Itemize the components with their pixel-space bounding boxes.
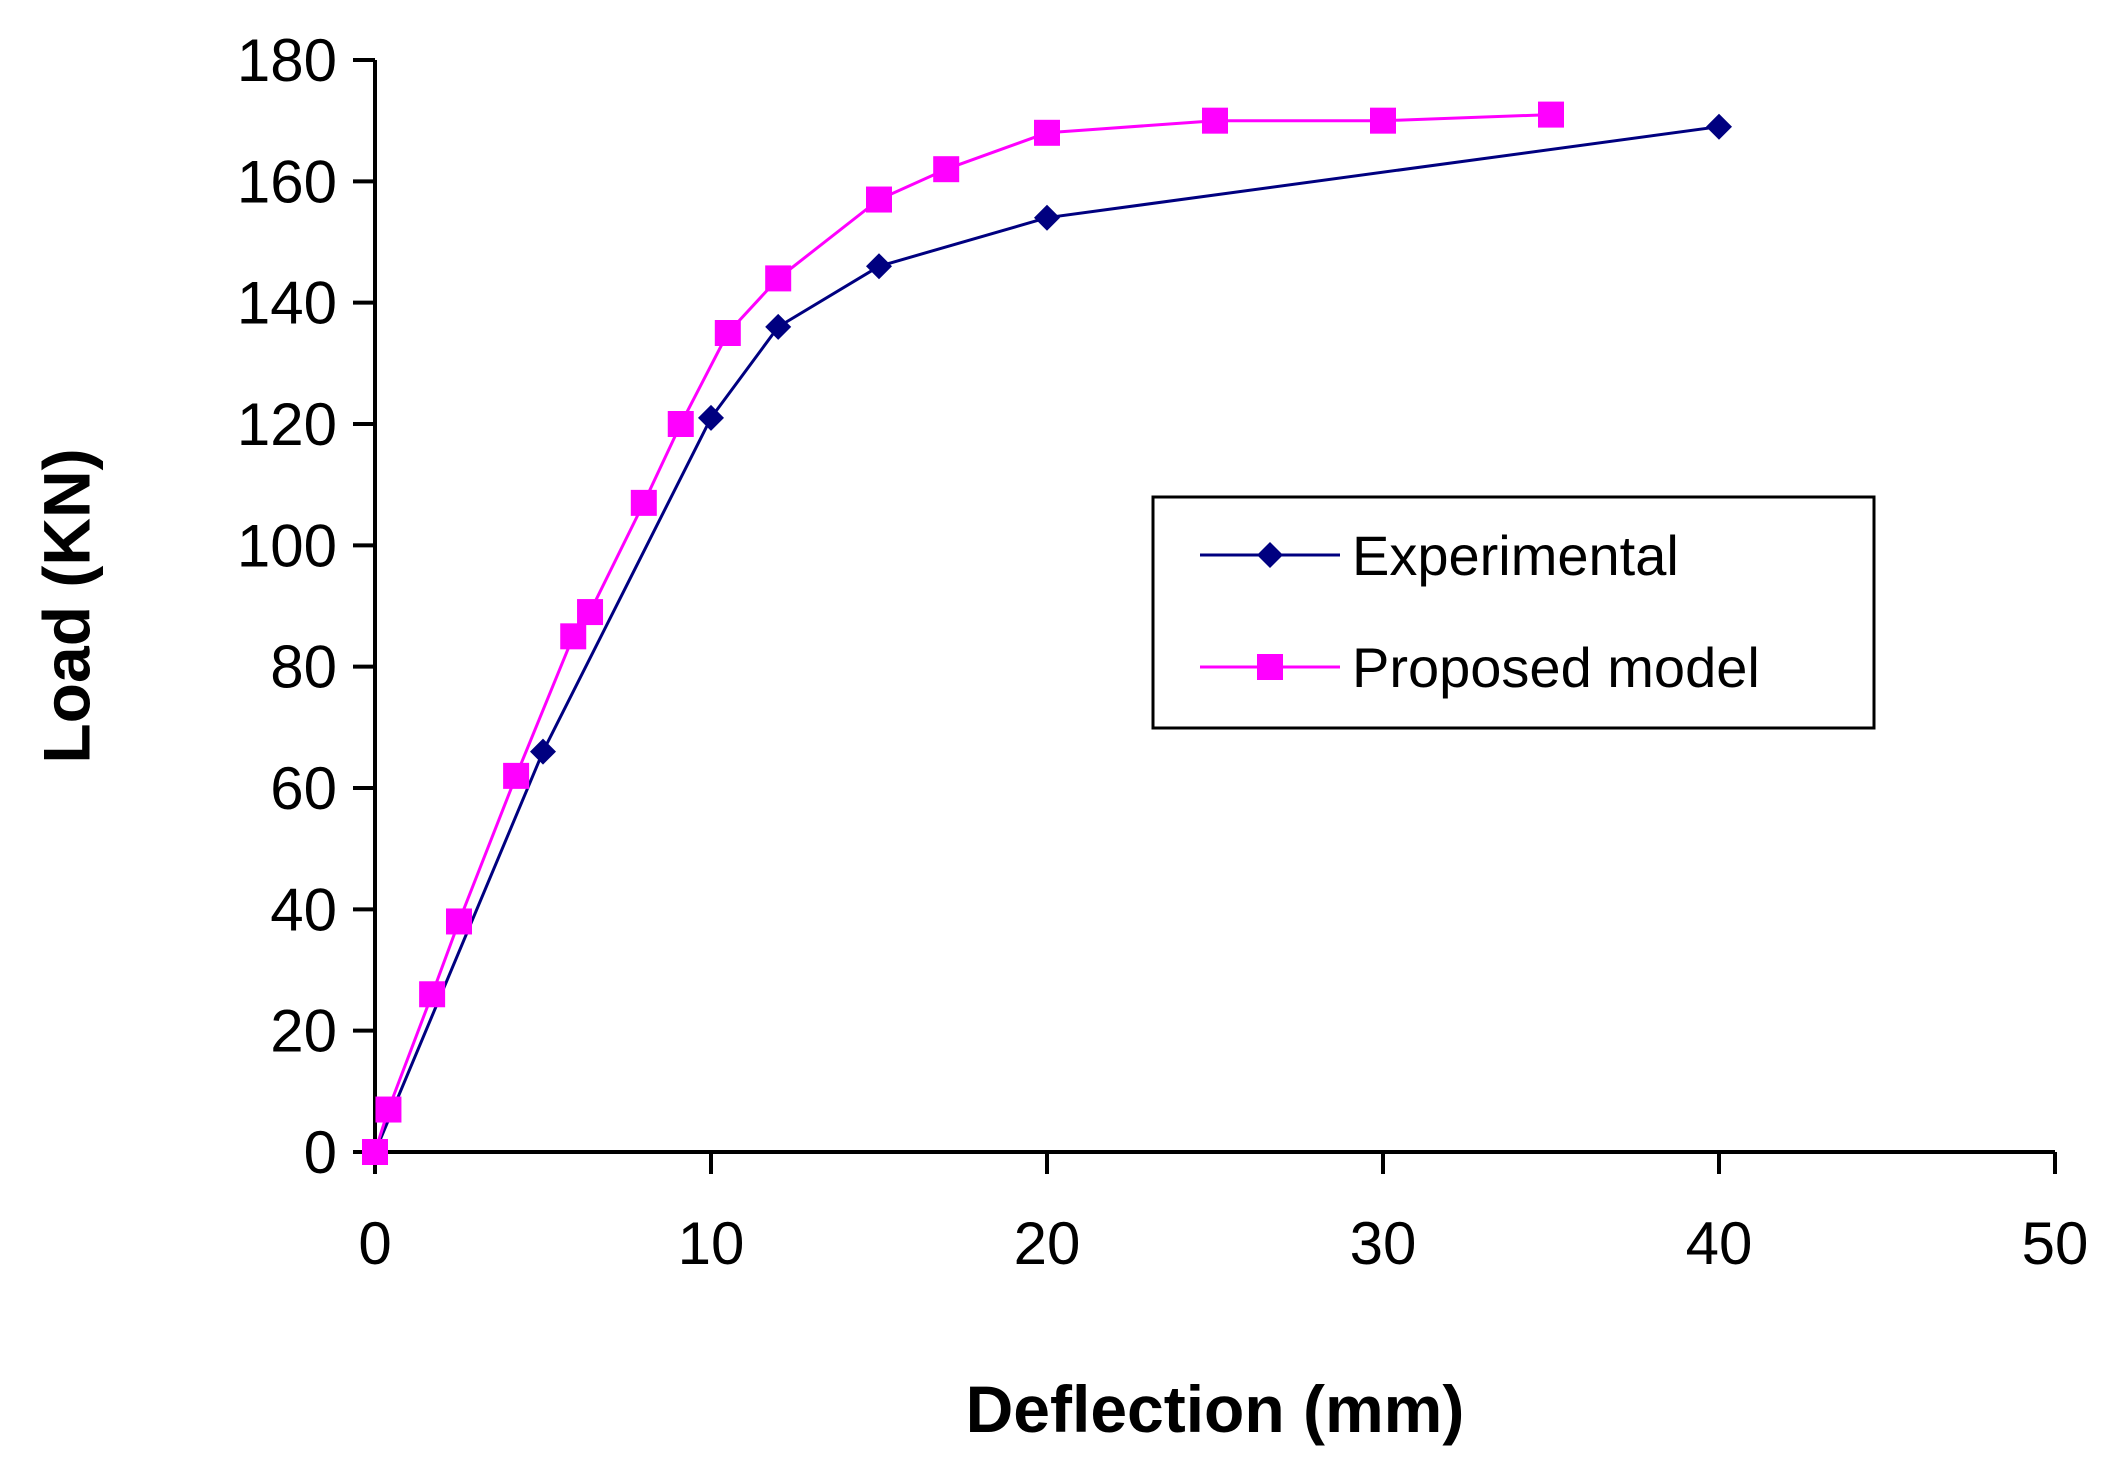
data-point-proposed-model [362,1139,388,1165]
legend-marker-proposed-model [1257,654,1283,680]
series [362,101,1732,1165]
x-axis-title: Deflection (mm) [966,1372,1465,1446]
x-ticks: 0 10 20 30 40 50 [358,1152,2088,1277]
data-point-proposed-model [1370,107,1396,134]
data-point-experimental [1706,113,1732,140]
legend-marker-experimental [1257,542,1283,568]
y-tick-label: 80 [270,634,337,701]
data-point-experimental [1034,204,1060,231]
y-tick-label: 20 [270,998,337,1065]
x-tick-label: 40 [1686,1210,1753,1277]
data-point-experimental [698,404,724,431]
data-point-proposed-model [419,981,446,1008]
y-tick-label: 40 [270,876,337,943]
data-point-proposed-model [375,1096,402,1123]
data-point-experimental [765,313,792,340]
x-tick-label: 30 [1350,1210,1417,1277]
x-tick-label: 0 [358,1210,391,1277]
data-point-proposed-model [866,186,892,213]
y-tick-label: 100 [237,512,337,579]
x-tick-label: 10 [678,1210,745,1277]
data-point-proposed-model [577,599,604,626]
axes [373,60,2055,1154]
data-point-proposed-model [503,762,530,789]
legend-label-proposed-model: Proposed model [1352,636,1760,699]
y-tick-label: 0 [304,1119,337,1186]
data-point-proposed-model [933,156,960,183]
data-point-proposed-model [1538,101,1564,128]
data-point-experimental [866,253,892,280]
data-point-proposed-model [1202,107,1228,134]
data-point-proposed-model [560,623,587,650]
y-tick-label: 180 [237,27,337,94]
data-point-proposed-model [667,411,694,437]
y-tick-label: 60 [270,755,337,822]
y-tick-label: 120 [237,391,337,458]
y-tick-label: 140 [237,270,337,337]
data-point-proposed-model [446,908,472,935]
y-axis-title: Load (KN) [29,448,103,763]
x-tick-label: 50 [2022,1210,2089,1277]
legend: Experimental Proposed model [1151,495,1876,730]
legend-label-experimental: Experimental [1352,524,1679,587]
data-point-proposed-model [1034,119,1060,146]
data-point-proposed-model [765,265,792,292]
data-point-proposed-model [714,320,741,346]
y-tick-label: 160 [237,148,337,215]
y-ticks: 0 20 40 60 80 100 120 140 160 180 [237,27,375,1186]
x-tick-label: 20 [1014,1210,1081,1277]
legend-box [1151,495,1876,730]
data-point-experimental [530,738,556,765]
data-point-proposed-model [630,489,657,516]
